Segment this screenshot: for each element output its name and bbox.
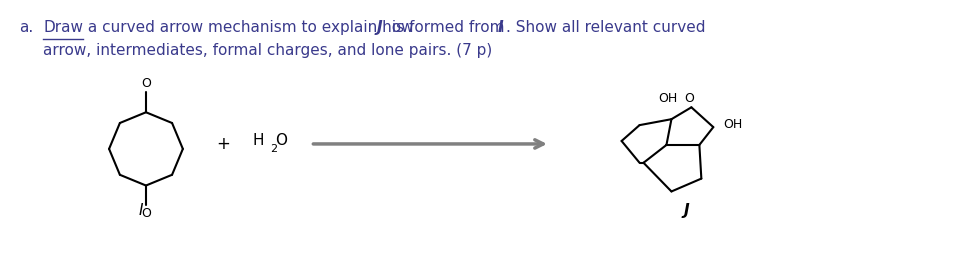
Text: 2: 2 <box>270 144 277 154</box>
Text: O: O <box>684 92 695 105</box>
Text: H: H <box>253 134 264 148</box>
Text: O: O <box>141 78 151 91</box>
Text: is formed from: is formed from <box>387 20 509 35</box>
Text: OH: OH <box>723 118 742 131</box>
Text: arrow, intermediates, formal charges, and lone pairs. (7 p): arrow, intermediates, formal charges, an… <box>43 43 492 58</box>
Text: I: I <box>139 203 144 218</box>
Text: OH: OH <box>658 92 677 105</box>
Text: a.: a. <box>19 20 34 35</box>
Text: +: + <box>216 135 230 153</box>
Text: a curved arrow mechanism to explain how: a curved arrow mechanism to explain how <box>83 20 419 35</box>
Text: O: O <box>141 207 151 220</box>
Text: J: J <box>376 20 382 35</box>
Text: O: O <box>275 134 287 148</box>
Text: . Show all relevant curved: . Show all relevant curved <box>506 20 705 35</box>
Text: J: J <box>684 203 689 218</box>
Text: Draw: Draw <box>43 20 83 35</box>
Text: I: I <box>497 20 503 35</box>
